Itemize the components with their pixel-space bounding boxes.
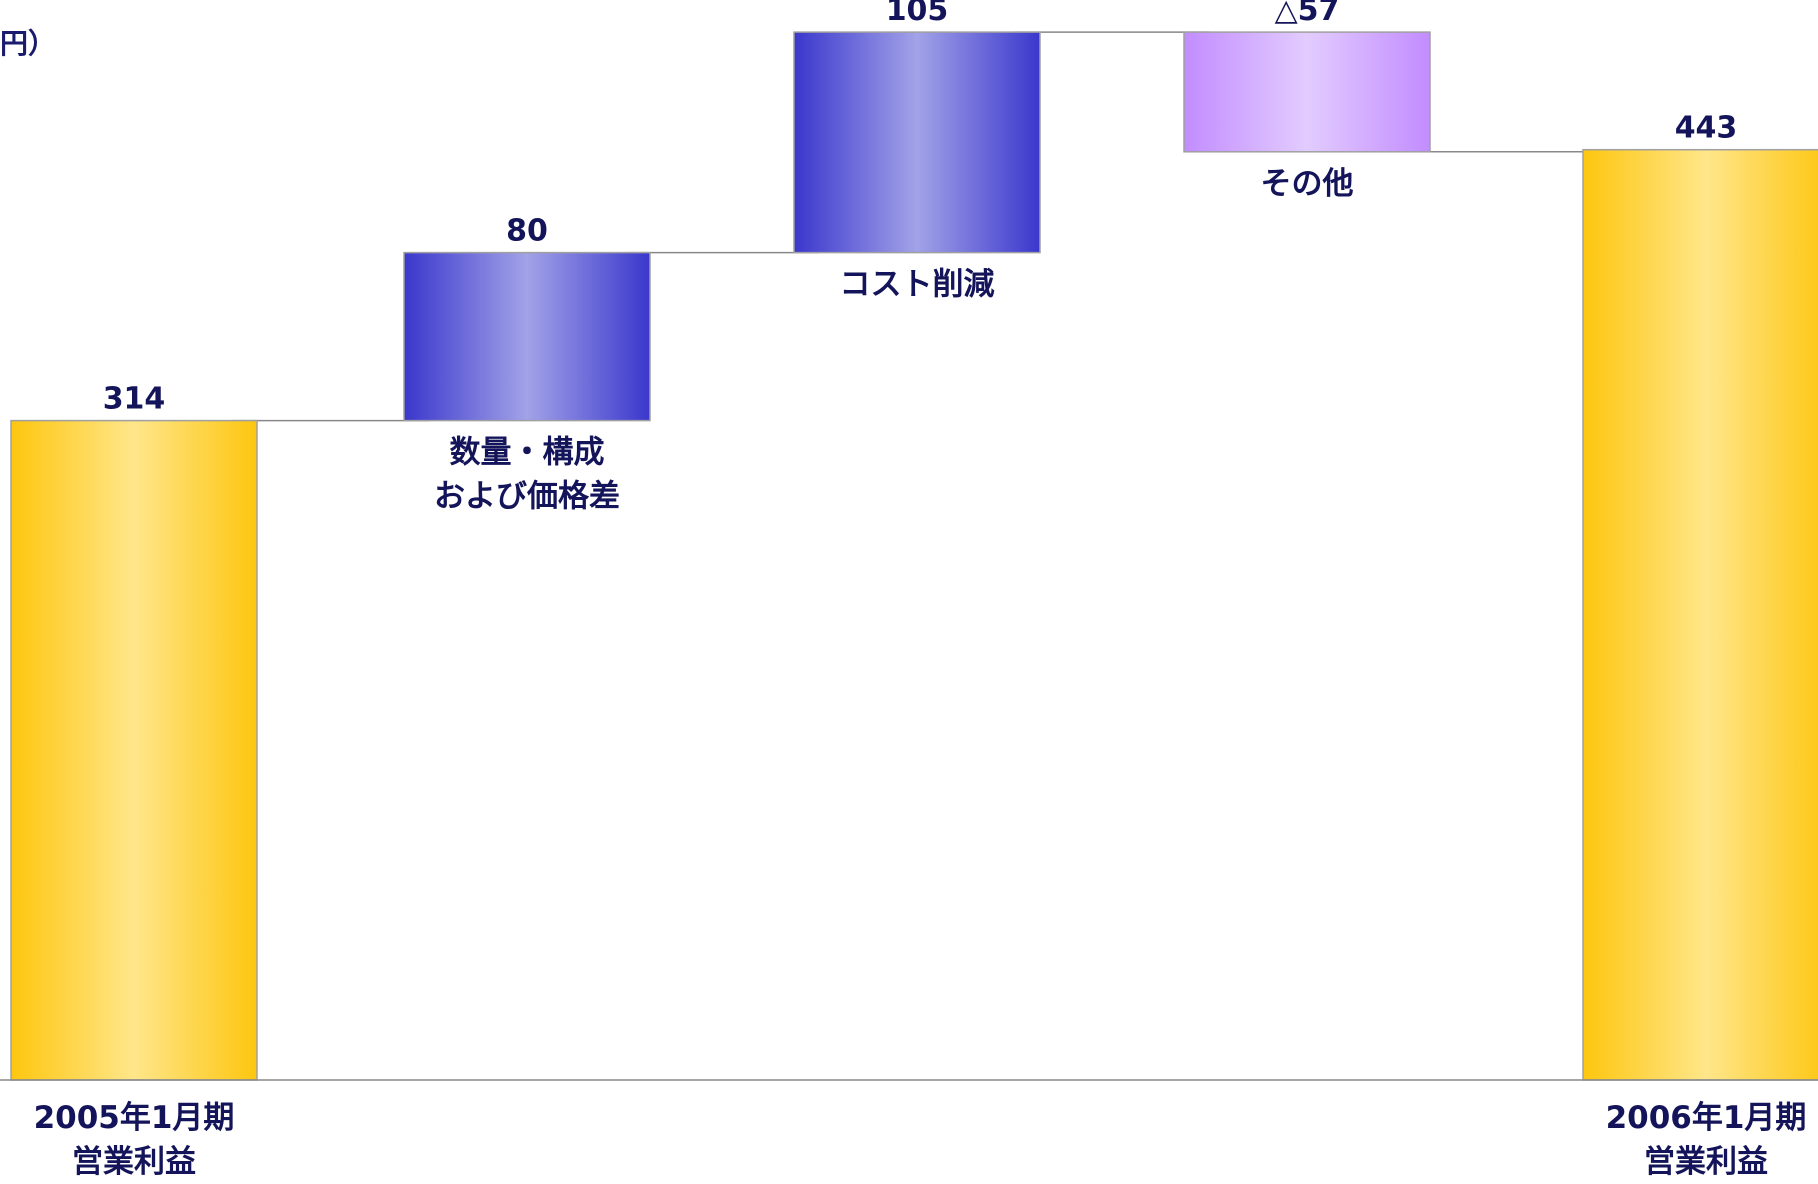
- bar-4: [1183, 31, 1431, 153]
- bar-1: [10, 419, 258, 1081]
- bar-3: [793, 31, 1041, 254]
- category-label-1: 2005年1月期営業利益: [34, 1100, 235, 1180]
- value-label-1: 314: [103, 382, 166, 417]
- category-label-3: コスト削減: [840, 267, 995, 303]
- value-labels: 314 80 105 △57 443: [103, 0, 1738, 417]
- unit-label: 円）: [0, 27, 57, 60]
- value-label-2: 80: [506, 214, 548, 249]
- category-label-5: 2006年1月期営業利益: [1606, 1100, 1807, 1180]
- value-label-5: 443: [1675, 111, 1738, 146]
- value-label-4: △57: [1275, 0, 1340, 28]
- bar-2: [403, 251, 651, 422]
- bars: [10, 31, 1818, 1081]
- category-labels: 2005年1月期営業利益 数量・構成および価格差 コスト削減 その他 2006年1月期営…: [34, 166, 1807, 1180]
- category-label-2: 数量・構成および価格差: [434, 435, 620, 515]
- connectors: [232, 31, 1608, 422]
- bar-5: [1582, 148, 1818, 1081]
- value-label-3: 105: [886, 0, 949, 28]
- category-label-4: その他: [1261, 166, 1354, 202]
